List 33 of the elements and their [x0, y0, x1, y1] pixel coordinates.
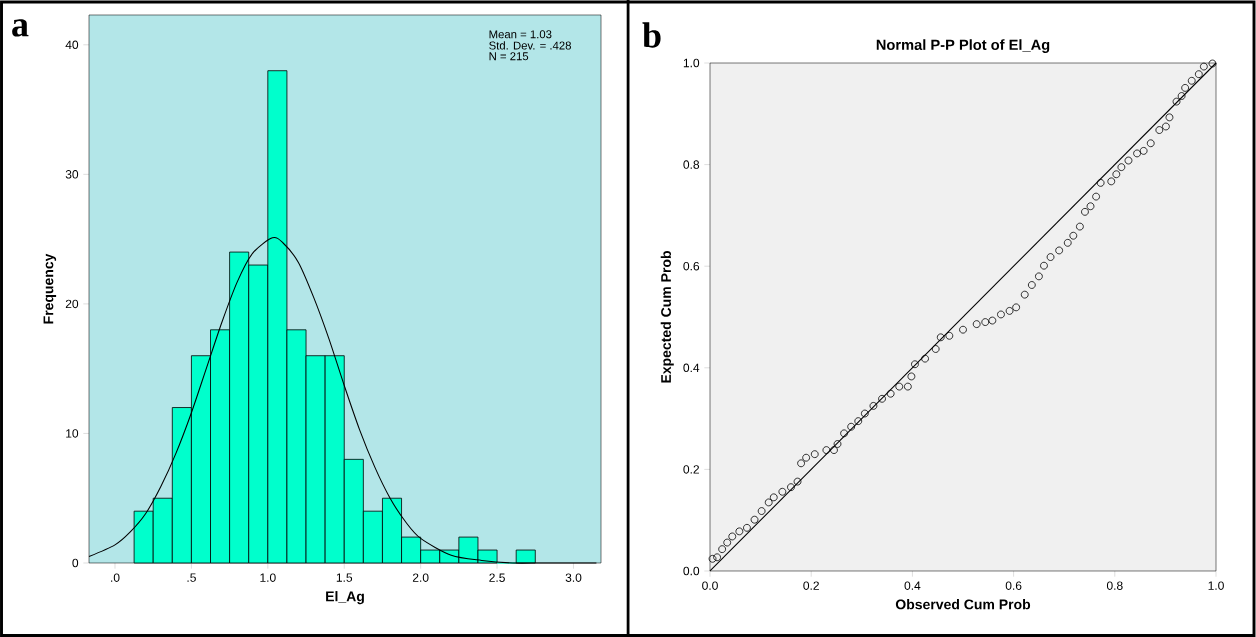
x-axis-title: El_Ag: [326, 591, 364, 605]
y-tick-label: 0.6: [683, 261, 700, 271]
x-tick-label: 1.0: [260, 573, 276, 582]
y-tick-label: 30: [65, 170, 79, 179]
y-tick-label: 20: [65, 299, 79, 309]
y-axis-title: Frequency: [43, 253, 57, 324]
y-tick-label: 0.8: [683, 160, 700, 169]
x-tick-label: 0.4: [904, 581, 921, 590]
text: b: [642, 22, 661, 48]
y-tick-label: 0: [72, 558, 79, 568]
y-tick-label: 40: [65, 40, 79, 50]
x-tick-label: 0.0: [702, 581, 718, 590]
x-tick-label: 1.0: [1208, 581, 1224, 590]
x-tick-label: 3.0: [565, 573, 582, 582]
y-tick-label: 0.2: [683, 465, 699, 474]
x-axis-title: Observed Cum Prob: [895, 599, 1031, 610]
x-tick-label: 2.5: [489, 573, 505, 582]
x-tick-label: 1.5: [336, 573, 353, 582]
x-tick-label: 0.8: [1106, 581, 1123, 590]
x-tick-label: 0.2: [803, 581, 819, 590]
y-tick-label: 10: [66, 429, 79, 438]
annotation: Std. Dev. = .428: [489, 41, 571, 50]
x-tick-label: 2.0: [412, 573, 429, 582]
text: a: [12, 19, 29, 37]
y-tick-label: 0.4: [683, 363, 700, 373]
x-tick-label: 0.6: [1005, 581, 1022, 590]
x-tick-label: .0: [111, 573, 120, 582]
y-axis-title: Expected Cum Prob: [660, 251, 674, 383]
chart-title: Normal P-P Plot of El_Ag: [876, 39, 1050, 53]
y-tick-label: 1.0: [683, 58, 700, 68]
annotation: N = 215: [489, 52, 529, 61]
x-tick-label: .5: [187, 573, 196, 582]
annotation: Mean = 1.03: [489, 30, 552, 39]
